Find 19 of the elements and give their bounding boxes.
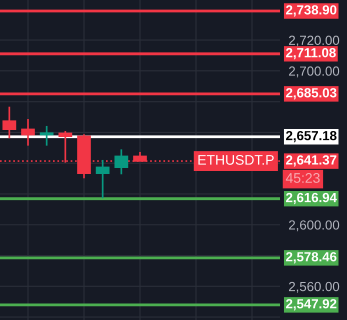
y-tick-label: 2,600.00	[288, 220, 340, 232]
ref-line-label: 2,738.90	[286, 5, 336, 16]
ref-line-label: 2,578.46	[286, 252, 336, 264]
y-tick-label: 2,560.00	[288, 282, 340, 293]
candlestick	[114, 148, 128, 176]
candlestick	[96, 159, 110, 200]
y-tick-label: 2,720.00	[288, 36, 340, 47]
ref-line-label: 2,657.18	[286, 130, 337, 142]
annotation: ETHUSDT.P	[198, 154, 274, 165]
y-tick-label: 2,700.00	[288, 66, 340, 78]
ref-line-label: 2,641.37	[286, 155, 336, 167]
ref-line-label: 2,711.08	[286, 48, 336, 60]
candlestick	[2, 106, 16, 140]
candlestick	[21, 118, 35, 146]
ref-line-label: 2,685.03	[286, 88, 336, 100]
ref-line-label: 2,547.92	[286, 299, 336, 310]
candlestick	[40, 125, 54, 146]
text: 45:23	[286, 173, 320, 183]
ref-line-label: 2,616.94	[286, 192, 337, 204]
